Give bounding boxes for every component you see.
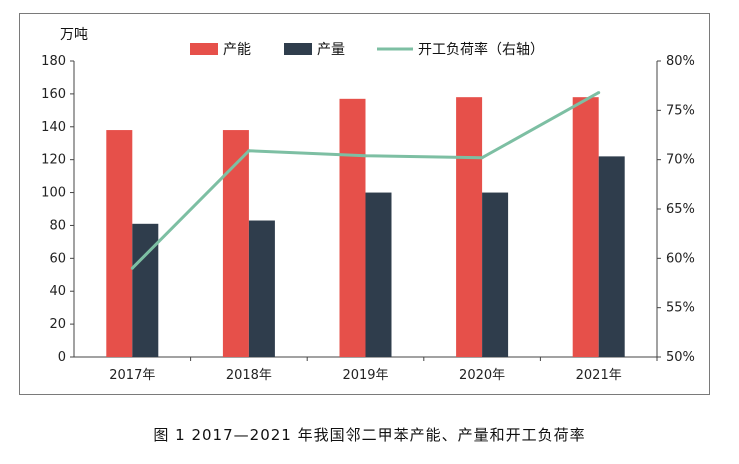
x-tick-label: 2021年 bbox=[576, 368, 622, 383]
left-tick-label: 100 bbox=[41, 186, 66, 201]
right-tick-label: 65% bbox=[666, 202, 695, 217]
load-rate-point bbox=[247, 149, 251, 153]
chart-svg: 0 20 40 60 80 100 120 140 160 180 50% 55% 60% 65% 70% 7… bbox=[41, 27, 695, 383]
left-tick-label: 80 bbox=[49, 218, 66, 233]
legend-output-label: 产量 bbox=[317, 42, 345, 58]
load-rate-point bbox=[597, 91, 601, 95]
capacity-bar bbox=[456, 97, 483, 357]
chart-frame: 0 20 40 60 80 100 120 140 160 180 50% 55% 60% 65% 70% 7… bbox=[19, 13, 710, 395]
capacity-bar bbox=[339, 98, 366, 358]
left-tick-label: 160 bbox=[41, 87, 66, 102]
left-tick-label: 120 bbox=[41, 153, 66, 168]
load-rate-point bbox=[364, 154, 367, 158]
x-tick-label: 2019年 bbox=[342, 368, 388, 383]
capacity-bar bbox=[222, 130, 249, 357]
figure-caption: 图 1 2017—2021 年我国邻二甲苯产能、产量和开工负荷率 bbox=[153, 426, 586, 444]
x-tick-label: 2017年 bbox=[109, 368, 155, 383]
left-tick-label: 40 bbox=[49, 284, 66, 299]
x-tick-label: 2018年 bbox=[226, 368, 272, 383]
output-bar bbox=[598, 156, 625, 357]
left-tick-label: 140 bbox=[41, 120, 66, 135]
left-tick-label: 180 bbox=[41, 54, 66, 69]
left-axis-unit: 万吨 bbox=[60, 27, 88, 43]
right-tick-label: 80% bbox=[666, 54, 695, 69]
x-tick-label: 2020年 bbox=[459, 368, 505, 383]
right-tick-label: 60% bbox=[666, 251, 695, 266]
left-tick-label: 60 bbox=[49, 251, 66, 266]
right-tick-label: 55% bbox=[666, 301, 695, 316]
capacity-bar bbox=[106, 130, 133, 357]
right-tick-label: 75% bbox=[666, 103, 695, 118]
left-tick-label: 20 bbox=[49, 317, 66, 332]
output-bar bbox=[482, 192, 509, 357]
legend-capacity-swatch bbox=[190, 43, 218, 55]
output-bar bbox=[248, 220, 275, 357]
capacity-bar bbox=[572, 97, 599, 357]
left-tick-label: 0 bbox=[58, 350, 66, 365]
output-bar bbox=[132, 223, 159, 357]
legend-capacity-label: 产能 bbox=[223, 42, 251, 58]
legend-load-rate-label: 开工负荷率（右轴） bbox=[418, 41, 544, 58]
output-bar bbox=[365, 192, 392, 357]
right-tick-label: 50% bbox=[666, 350, 695, 365]
load-rate-point bbox=[130, 266, 134, 270]
load-rate-point bbox=[480, 156, 484, 160]
right-tick-label: 70% bbox=[666, 153, 695, 168]
legend-output-swatch bbox=[284, 43, 312, 55]
